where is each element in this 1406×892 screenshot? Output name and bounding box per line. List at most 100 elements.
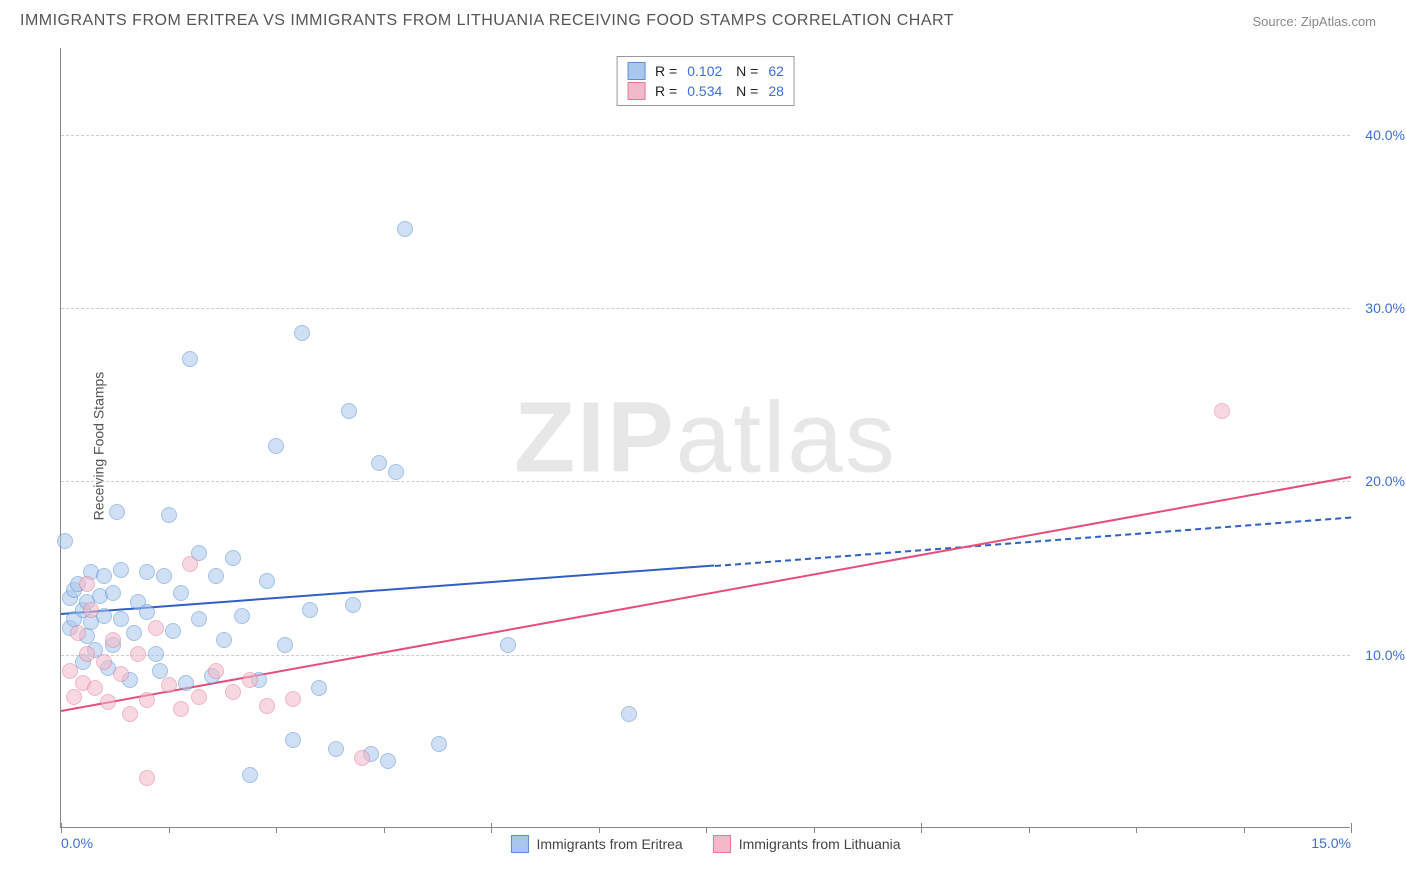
data-point [268, 438, 284, 454]
x-tick-label: 15.0% [1311, 835, 1351, 851]
data-point [182, 351, 198, 367]
data-point [397, 221, 413, 237]
data-point [388, 464, 404, 480]
data-point [148, 620, 164, 636]
plot-area: ZIPatlas R = 0.102 N = 62 R = 0.534 N = … [60, 48, 1350, 828]
x-minor-tick [814, 827, 815, 833]
x-minor-tick [1244, 827, 1245, 833]
data-point [79, 646, 95, 662]
data-point [139, 564, 155, 580]
data-point [126, 625, 142, 641]
data-point [105, 585, 121, 601]
x-tick-mark [61, 823, 62, 833]
swatch-lithuania [713, 835, 731, 853]
chart-container: IMMIGRANTS FROM ERITREA VS IMMIGRANTS FR… [0, 0, 1406, 892]
chart-title: IMMIGRANTS FROM ERITREA VS IMMIGRANTS FR… [20, 12, 954, 30]
x-tick-mark [921, 823, 922, 833]
data-point [113, 611, 129, 627]
data-point [139, 604, 155, 620]
data-point [66, 689, 82, 705]
data-point [234, 608, 250, 624]
data-point [216, 632, 232, 648]
data-point [431, 736, 447, 752]
y-tick-label: 40.0% [1365, 127, 1405, 143]
data-point [161, 677, 177, 693]
source-label: Source: ZipAtlas.com [1252, 14, 1376, 29]
data-point [311, 680, 327, 696]
data-point [294, 325, 310, 341]
legend-n-eritrea: 62 [768, 63, 784, 79]
y-tick-label: 20.0% [1365, 473, 1405, 489]
data-point [345, 597, 361, 613]
swatch-eritrea [510, 835, 528, 853]
legend-item-eritrea: Immigrants from Eritrea [510, 835, 682, 853]
legend-n-lithuania: 28 [768, 83, 784, 99]
x-minor-tick [276, 827, 277, 833]
y-tick-label: 30.0% [1365, 300, 1405, 316]
data-point [62, 663, 78, 679]
x-tick-mark [1351, 823, 1352, 833]
data-point [242, 767, 258, 783]
legend-r-eritrea: 0.102 [687, 63, 722, 79]
legend-label-eritrea: Immigrants from Eritrea [536, 836, 682, 852]
data-point [173, 701, 189, 717]
regression-line [715, 516, 1352, 567]
data-point [225, 550, 241, 566]
data-point [242, 672, 258, 688]
data-point [380, 753, 396, 769]
x-minor-tick [599, 827, 600, 833]
legend-series: Immigrants from Eritrea Immigrants from … [510, 835, 900, 853]
y-tick-label: 10.0% [1365, 647, 1405, 663]
data-point [1214, 403, 1230, 419]
data-point [178, 675, 194, 691]
data-point [225, 684, 241, 700]
data-point [113, 666, 129, 682]
data-point [259, 698, 275, 714]
data-point [57, 533, 73, 549]
x-tick-mark [491, 823, 492, 833]
swatch-lithuania [627, 82, 645, 100]
data-point [173, 585, 189, 601]
grid-line [61, 135, 1350, 136]
x-minor-tick [384, 827, 385, 833]
watermark: ZIPatlas [514, 380, 897, 495]
legend-n-label: N = [732, 63, 758, 79]
data-point [302, 602, 318, 618]
data-point [148, 646, 164, 662]
grid-line [61, 481, 1350, 482]
legend-label-lithuania: Immigrants from Lithuania [739, 836, 901, 852]
data-point [500, 637, 516, 653]
x-minor-tick [706, 827, 707, 833]
data-point [354, 750, 370, 766]
data-point [139, 770, 155, 786]
data-point [161, 507, 177, 523]
data-point [371, 455, 387, 471]
grid-line [61, 655, 1350, 656]
data-point [70, 625, 86, 641]
x-tick-label: 0.0% [61, 835, 93, 851]
data-point [285, 732, 301, 748]
data-point [100, 694, 116, 710]
data-point [79, 576, 95, 592]
legend-item-lithuania: Immigrants from Lithuania [713, 835, 901, 853]
legend-r-label: R = [655, 83, 677, 99]
data-point [277, 637, 293, 653]
x-minor-tick [1136, 827, 1137, 833]
data-point [191, 611, 207, 627]
data-point [113, 562, 129, 578]
swatch-eritrea [627, 62, 645, 80]
data-point [105, 632, 121, 648]
data-point [191, 689, 207, 705]
legend-r-lithuania: 0.534 [687, 83, 722, 99]
data-point [165, 623, 181, 639]
legend-row-eritrea: R = 0.102 N = 62 [627, 61, 784, 81]
data-point [122, 706, 138, 722]
data-point [208, 568, 224, 584]
data-point [285, 691, 301, 707]
data-point [109, 504, 125, 520]
data-point [259, 573, 275, 589]
data-point [96, 654, 112, 670]
grid-line [61, 308, 1350, 309]
legend-stats: R = 0.102 N = 62 R = 0.534 N = 28 [616, 56, 795, 106]
data-point [96, 568, 112, 584]
